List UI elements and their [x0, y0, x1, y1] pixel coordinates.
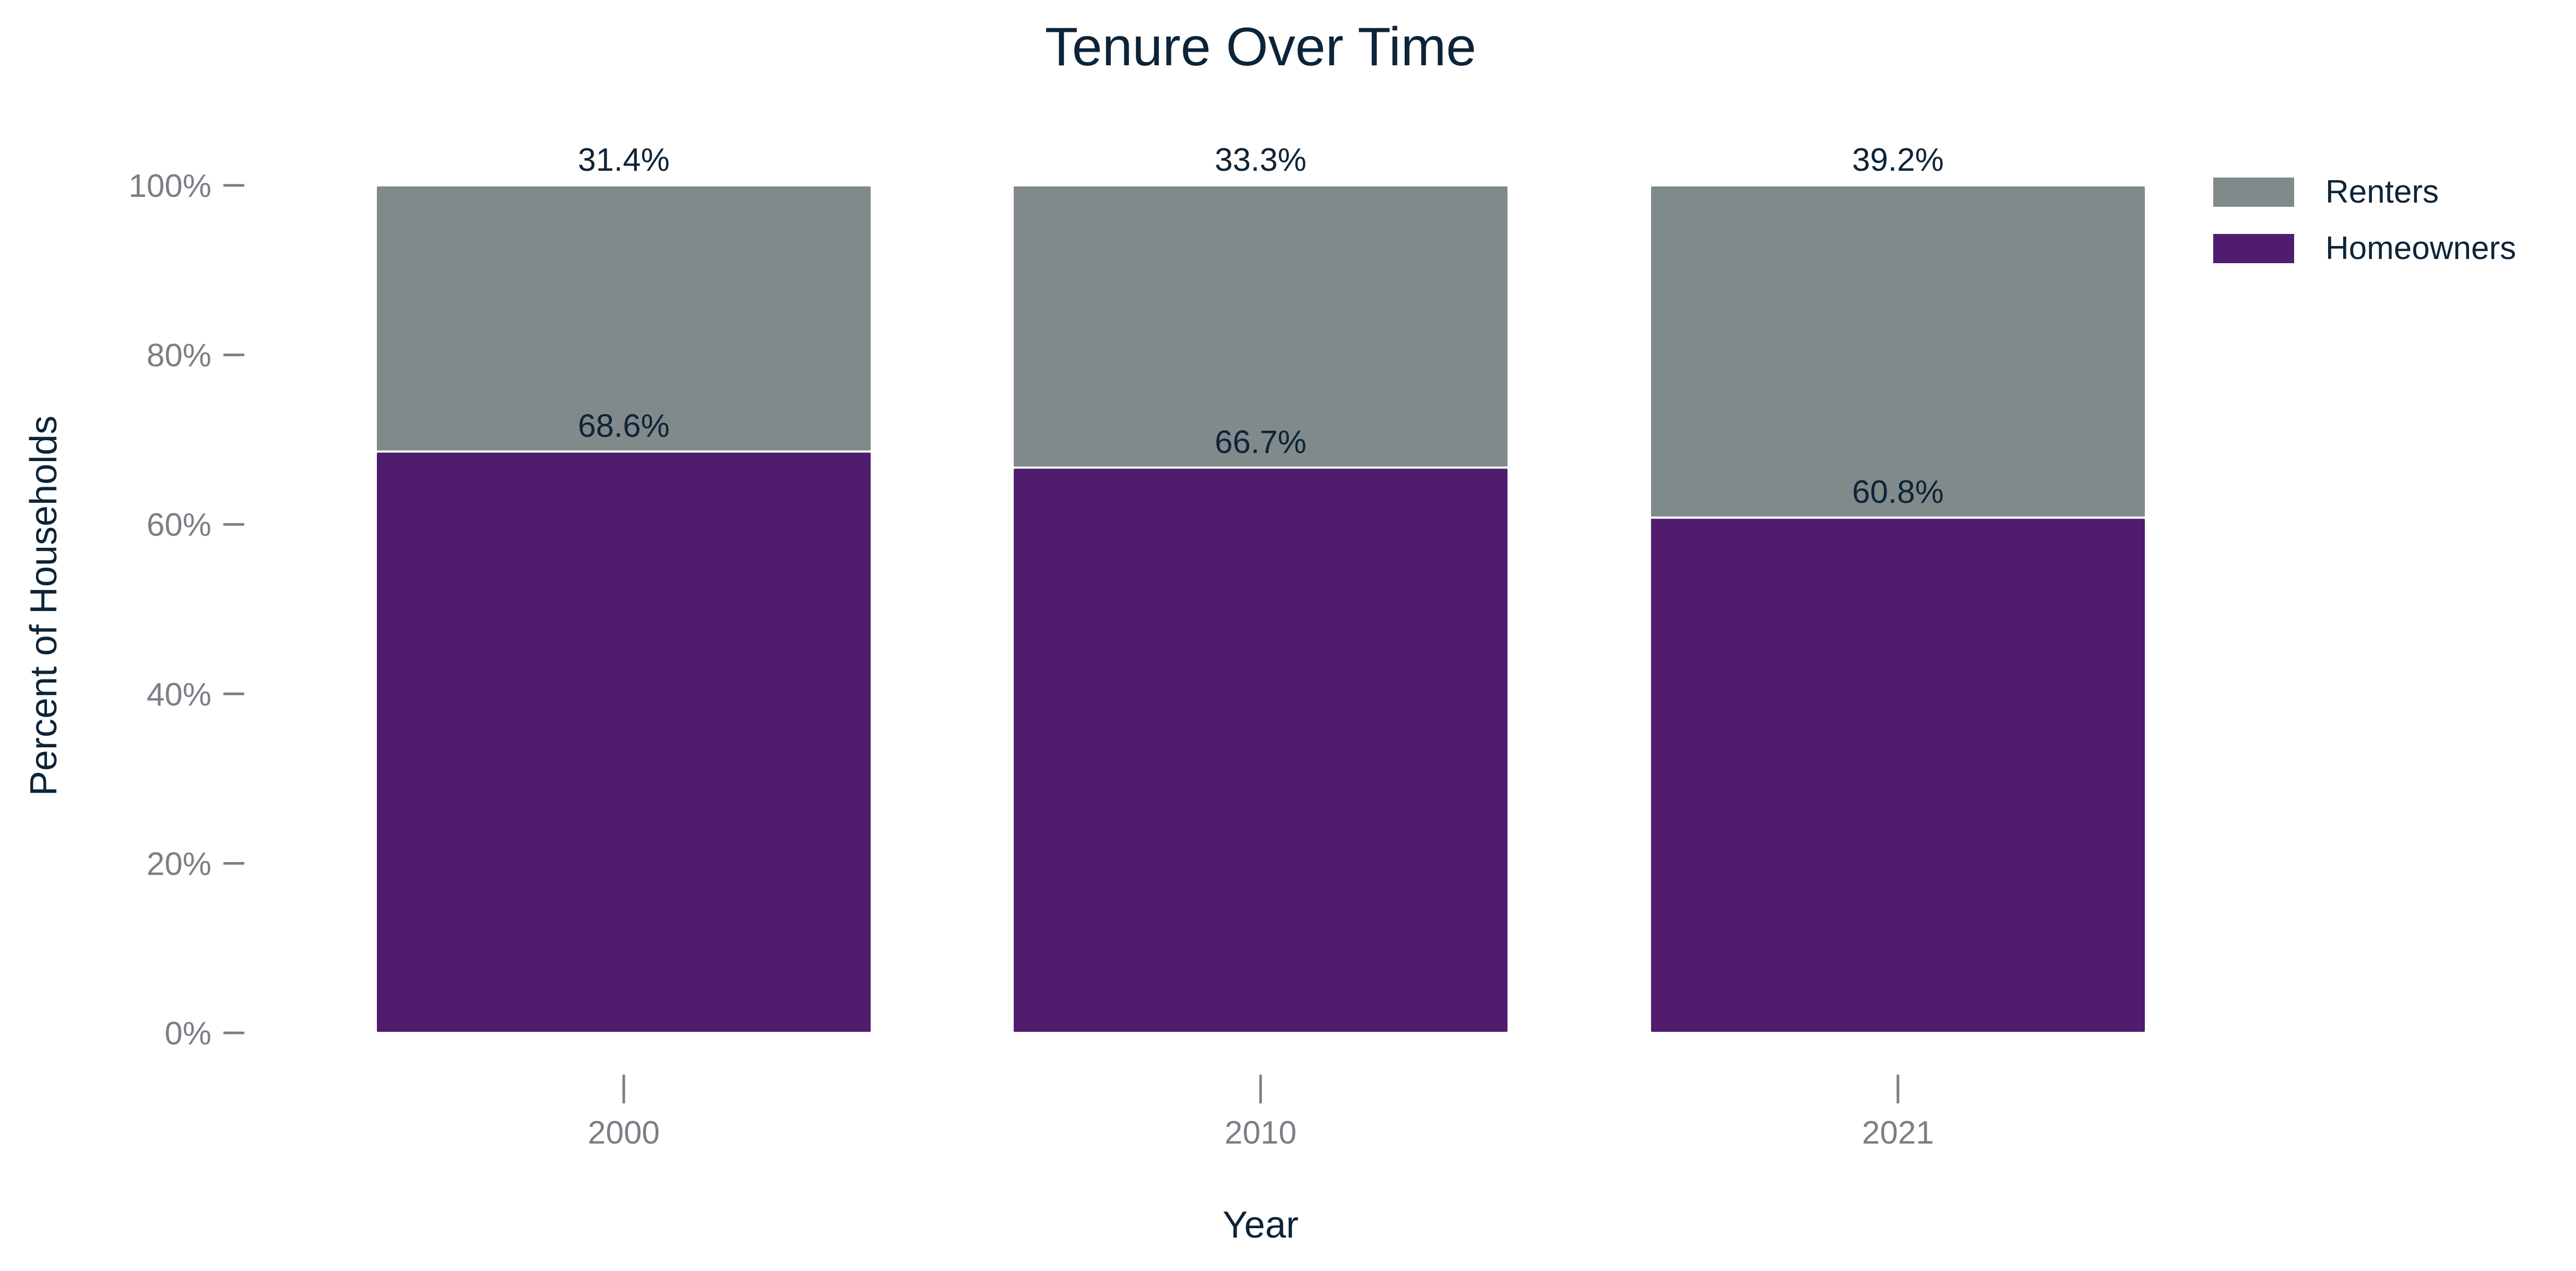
legend: Renters Homeowners — [2213, 174, 2516, 266]
legend-label: Homeowners — [2325, 230, 2516, 266]
legend-swatch — [2213, 178, 2294, 207]
x-axis: 2000 2010 2021 — [588, 1075, 1934, 1151]
chart-title: Tenure Over Time — [1045, 17, 1477, 77]
data-label-homeowners: 66.7% — [1215, 424, 1307, 460]
legend-swatch — [2213, 234, 2294, 263]
bar-homeowners — [1649, 516, 2147, 1034]
x-tick-label: 2010 — [1225, 1115, 1297, 1151]
bar-renters — [1649, 184, 2147, 519]
bars — [375, 184, 2147, 1034]
y-tick-label: 40% — [147, 677, 211, 713]
bar-renters — [375, 184, 873, 453]
y-tick-label: 80% — [147, 338, 211, 374]
y-tick-label: 20% — [147, 846, 211, 882]
y-tick-label: 100% — [128, 168, 211, 204]
data-label-renters: 33.3% — [1215, 142, 1307, 178]
bar-homeowners — [375, 450, 873, 1034]
y-axis-title: Percent of Households — [23, 416, 65, 796]
data-labels: 68.6% 31.4% 66.7% 33.3% 60.8% 39.2% — [578, 142, 1944, 510]
bar-homeowners — [1012, 466, 1510, 1034]
data-label-homeowners: 68.6% — [578, 408, 670, 444]
x-tick-label: 2021 — [1862, 1115, 1934, 1151]
data-label-renters: 31.4% — [578, 142, 670, 178]
x-tick-label: 2000 — [588, 1115, 660, 1151]
data-label-homeowners: 60.8% — [1852, 474, 1944, 510]
y-tick-label: 0% — [164, 1016, 211, 1052]
y-axis: 0% 20% 40% 60% 80% 100% — [128, 168, 244, 1052]
x-axis-title: Year — [1222, 1204, 1298, 1246]
bar-renters — [1012, 184, 1510, 469]
y-tick-label: 60% — [147, 507, 211, 543]
data-label-renters: 39.2% — [1852, 142, 1944, 178]
legend-label: Renters — [2325, 174, 2439, 210]
